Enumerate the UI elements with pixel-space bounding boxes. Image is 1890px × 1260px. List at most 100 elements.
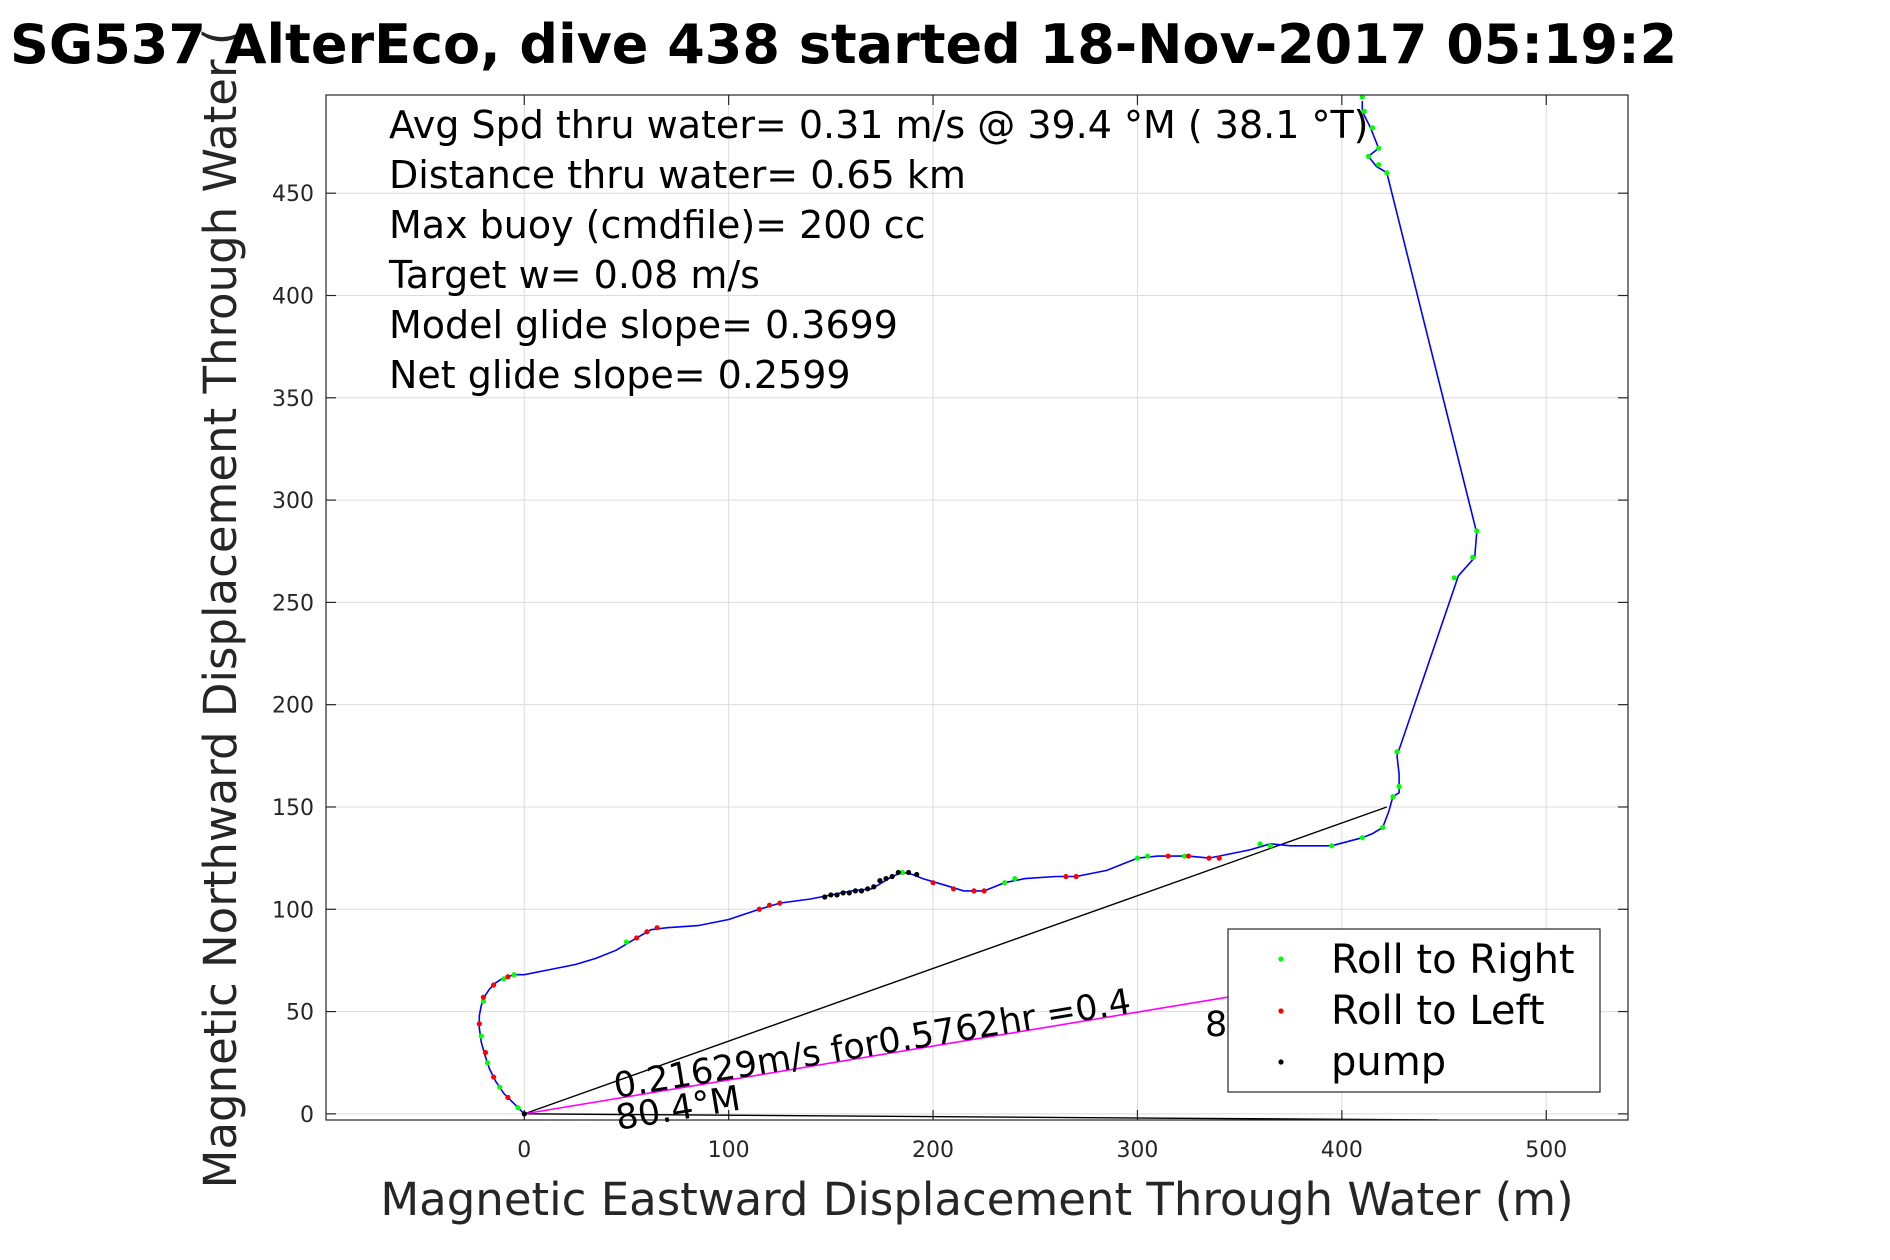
series-0-point-14 — [1257, 841, 1263, 847]
x-axis-ticks: 0 100 200 300 400 500 — [517, 95, 1567, 1163]
chart-title: SG537 AlterEco, dive 438 started 18-Nov-… — [10, 13, 1677, 76]
x-tick-label-200: 200 — [912, 1138, 954, 1163]
series-0-point-20 — [1396, 783, 1402, 790]
series-2-point-4 — [840, 890, 846, 896]
series-1-point-22 — [1216, 855, 1222, 861]
series-1-point-3 — [476, 1021, 482, 1027]
series-0-point-19 — [1390, 794, 1396, 800]
series-1-point-11 — [766, 902, 773, 908]
series-1-point-8 — [644, 929, 650, 935]
series-2-point-7 — [858, 888, 865, 894]
series-1-point-18 — [1073, 873, 1079, 880]
series-2-point-10 — [877, 878, 883, 884]
x-tick-label-500: 500 — [1525, 1138, 1567, 1163]
series-1-point-13 — [930, 880, 936, 886]
y-tick-label-250: 250 — [272, 591, 314, 616]
series-2-point-15 — [914, 871, 920, 878]
series-0-point-5 — [501, 976, 507, 982]
legend-pump-label: pump — [1331, 1039, 1446, 1085]
series-1-point-2 — [482, 1049, 489, 1056]
series-2-point-1 — [822, 894, 828, 900]
series-2-point-14 — [905, 869, 912, 876]
series-0-point-21 — [1394, 749, 1400, 755]
annotation-net-glide: Net glide slope= 0.2599 — [389, 353, 851, 397]
series-0-point-4 — [480, 998, 486, 1004]
series-0-point-12 — [1145, 853, 1151, 859]
y-tick-label-100: 100 — [272, 898, 314, 923]
series-1-point-12 — [777, 900, 783, 906]
legend-roll-left-marker — [1278, 1008, 1284, 1014]
series-0-point-27 — [1365, 153, 1372, 159]
series-1-point-9 — [654, 925, 660, 931]
series-2-point-3 — [834, 892, 840, 898]
annotation-target-w: Target w= 0.08 m/s — [388, 253, 760, 297]
plot-frame — [325, 94, 1629, 1121]
series-0-point-28 — [1376, 145, 1382, 151]
y-axis-ticks: 0 50 100 150 200 250 300 350 400 450 — [272, 182, 1628, 1128]
grid — [326, 95, 1628, 1120]
series-2-point-2 — [828, 892, 834, 898]
series-0-point-30 — [1361, 108, 1367, 114]
series-0-point-0 — [515, 1105, 521, 1111]
series-2-point-5 — [846, 890, 852, 896]
series-0-point-1 — [497, 1084, 503, 1090]
y-tick-label-350: 350 — [272, 387, 314, 412]
series-0-point-15 — [1267, 843, 1273, 849]
series-0-point-6 — [511, 972, 517, 978]
y-tick-label-400: 400 — [272, 284, 314, 309]
marker-series — [476, 95, 1480, 1117]
series-1-point-4 — [480, 994, 486, 1000]
series-0-point-16 — [1329, 843, 1335, 849]
series-0-point-2 — [484, 1060, 491, 1066]
current-vector-line — [524, 994, 1240, 1115]
series-2-point-11 — [883, 875, 889, 882]
series-2-point-6 — [852, 888, 858, 894]
series-1-point-21 — [1206, 855, 1212, 861]
annotation-distance: Distance thru water= 0.65 km — [389, 153, 966, 197]
annotation-model-glide: Model glide slope= 0.3699 — [389, 303, 898, 347]
x-tick-label-400: 400 — [1321, 1138, 1363, 1163]
legend-roll-left-label: Roll to Left — [1331, 988, 1545, 1034]
y-tick-label-50: 50 — [286, 1001, 314, 1026]
y-tick-label-300: 300 — [272, 489, 314, 514]
legend-box — [1227, 928, 1601, 1093]
series-0-point-17 — [1359, 835, 1365, 841]
annotation-avg-speed: Avg Spd thru water= 0.31 m/s @ 39.4 °M (… — [389, 103, 1369, 147]
vector-lines — [524, 806, 1438, 1120]
series-1-point-20 — [1185, 853, 1192, 859]
x-tick-label-0: 0 — [517, 1138, 531, 1163]
y-tick-label-0: 0 — [300, 1103, 314, 1128]
series-0-point-29 — [1369, 125, 1376, 131]
y-tick-label-150: 150 — [272, 796, 314, 821]
y-tick-label-200: 200 — [272, 694, 314, 719]
glider-track-line — [478, 101, 1478, 1115]
series-2-point-0 — [521, 1111, 527, 1117]
series-0-point-26 — [1376, 161, 1382, 168]
series-1-point-14 — [950, 886, 957, 892]
annotation-block: Avg Spd thru water= 0.31 m/s @ 39.4 °M (… — [388, 103, 1369, 397]
annotation-max-buoy: Max buoy (cmdfile)= 200 cc — [389, 203, 926, 247]
series-0-point-8 — [899, 869, 905, 876]
series-1-point-15 — [971, 888, 977, 894]
series-1-point-1 — [491, 1074, 497, 1080]
legend-roll-right-label: Roll to Right — [1331, 937, 1575, 983]
series-2-point-8 — [865, 886, 871, 892]
x-tick-label-100: 100 — [708, 1138, 750, 1163]
legend-pump-marker — [1278, 1059, 1284, 1065]
overflow-label-fragment: 8 — [1205, 1005, 1227, 1045]
series-0-point-10 — [1012, 875, 1018, 882]
series-2-point-12 — [889, 873, 895, 880]
series-0-point-13 — [1181, 853, 1188, 859]
series-0-point-9 — [1001, 880, 1008, 886]
series-0-point-7 — [623, 939, 630, 945]
series-1-point-19 — [1165, 853, 1171, 859]
series-1-point-5 — [491, 982, 497, 988]
series-1-point-10 — [756, 906, 762, 912]
series-2-point-13 — [895, 869, 901, 876]
series-0-point-22 — [1451, 575, 1457, 581]
legend: Roll to Right Roll to Left pump — [1227, 928, 1601, 1093]
series-0-point-23 — [1470, 554, 1476, 560]
net-displacement-line — [524, 806, 1388, 1115]
series-1-point-6 — [505, 974, 511, 980]
